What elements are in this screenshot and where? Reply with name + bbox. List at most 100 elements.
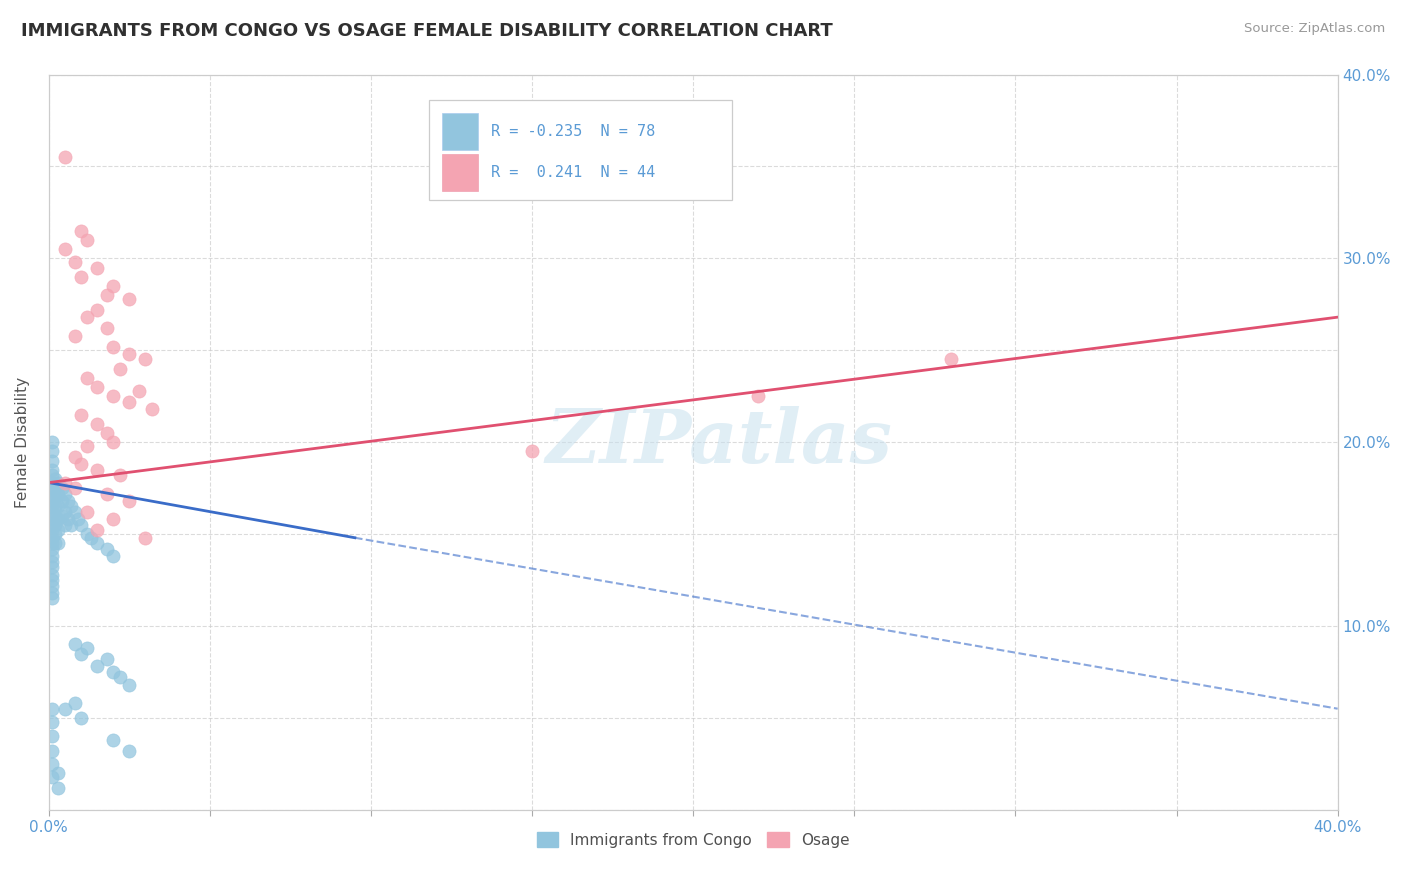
Point [103,665,125,679]
Point [41,463,63,477]
Point [70,457,93,471]
FancyBboxPatch shape [441,112,478,150]
Point [48,524,70,538]
Point [51,508,73,523]
Point [134,531,156,545]
Point [41,486,63,500]
Point [103,389,125,403]
Point [76,505,98,519]
Point [86,417,108,431]
Point [939,352,962,367]
Point [66,512,89,526]
Point [63,481,86,495]
Point [118,678,141,692]
Point [41,517,63,532]
Point [41,756,63,771]
Point [108,468,131,483]
Point [53,475,76,490]
Point [63,450,86,464]
Point [103,733,125,747]
Point [53,505,76,519]
Point [48,475,70,490]
Point [41,555,63,569]
Point [86,302,108,317]
Point [41,505,63,519]
Point [63,255,86,269]
Point [51,481,73,495]
Point [41,531,63,545]
Y-axis label: Female Disability: Female Disability [15,376,30,508]
Point [48,766,70,780]
Point [96,425,118,440]
Point [41,744,63,758]
Point [41,524,63,538]
Point [63,637,86,651]
Point [41,573,63,587]
Point [96,541,118,556]
Point [128,384,150,398]
Point [747,389,769,403]
Point [108,670,131,684]
FancyBboxPatch shape [441,154,478,191]
Point [41,702,63,716]
Point [63,505,86,519]
Point [96,321,118,335]
Point [41,494,63,508]
Point [44,527,66,541]
Point [41,444,63,458]
Point [44,508,66,523]
Point [108,361,131,376]
Point [41,578,63,592]
Point [86,463,108,477]
Point [41,481,63,495]
Point [56,494,79,508]
Point [41,567,63,582]
Point [56,512,79,526]
Point [79,531,101,545]
Point [48,500,70,514]
Text: R = -0.235  N = 78: R = -0.235 N = 78 [491,124,655,138]
Legend: Immigrants from Congo, Osage: Immigrants from Congo, Osage [530,826,856,854]
Point [41,453,63,467]
Point [48,512,70,526]
Point [41,541,63,556]
Point [41,475,63,490]
Point [76,527,98,541]
Point [70,269,93,284]
Point [41,560,63,574]
Point [70,517,93,532]
Point [96,652,118,666]
Point [96,288,118,302]
Point [96,486,118,500]
Text: IMMIGRANTS FROM CONGO VS OSAGE FEMALE DISABILITY CORRELATION CHART: IMMIGRANTS FROM CONGO VS OSAGE FEMALE DI… [21,22,832,40]
Point [41,729,63,743]
Point [76,233,98,247]
Point [63,696,86,710]
Point [60,517,83,532]
Point [103,279,125,293]
Point [41,536,63,550]
Point [86,524,108,538]
Point [41,714,63,729]
Point [41,512,63,526]
Point [53,150,76,164]
Point [118,347,141,361]
Point [70,647,93,661]
Point [44,472,66,486]
Point [44,536,66,550]
Point [76,641,98,656]
Point [86,260,108,275]
Point [70,711,93,725]
Point [44,500,66,514]
Point [118,394,141,409]
Point [44,491,66,505]
Point [103,435,125,450]
Point [70,224,93,238]
Point [44,481,66,495]
Point [48,536,70,550]
Point [86,536,108,550]
Point [76,310,98,325]
Text: R =  0.241  N = 44: R = 0.241 N = 44 [491,165,655,180]
Point [103,340,125,354]
Point [103,512,125,526]
